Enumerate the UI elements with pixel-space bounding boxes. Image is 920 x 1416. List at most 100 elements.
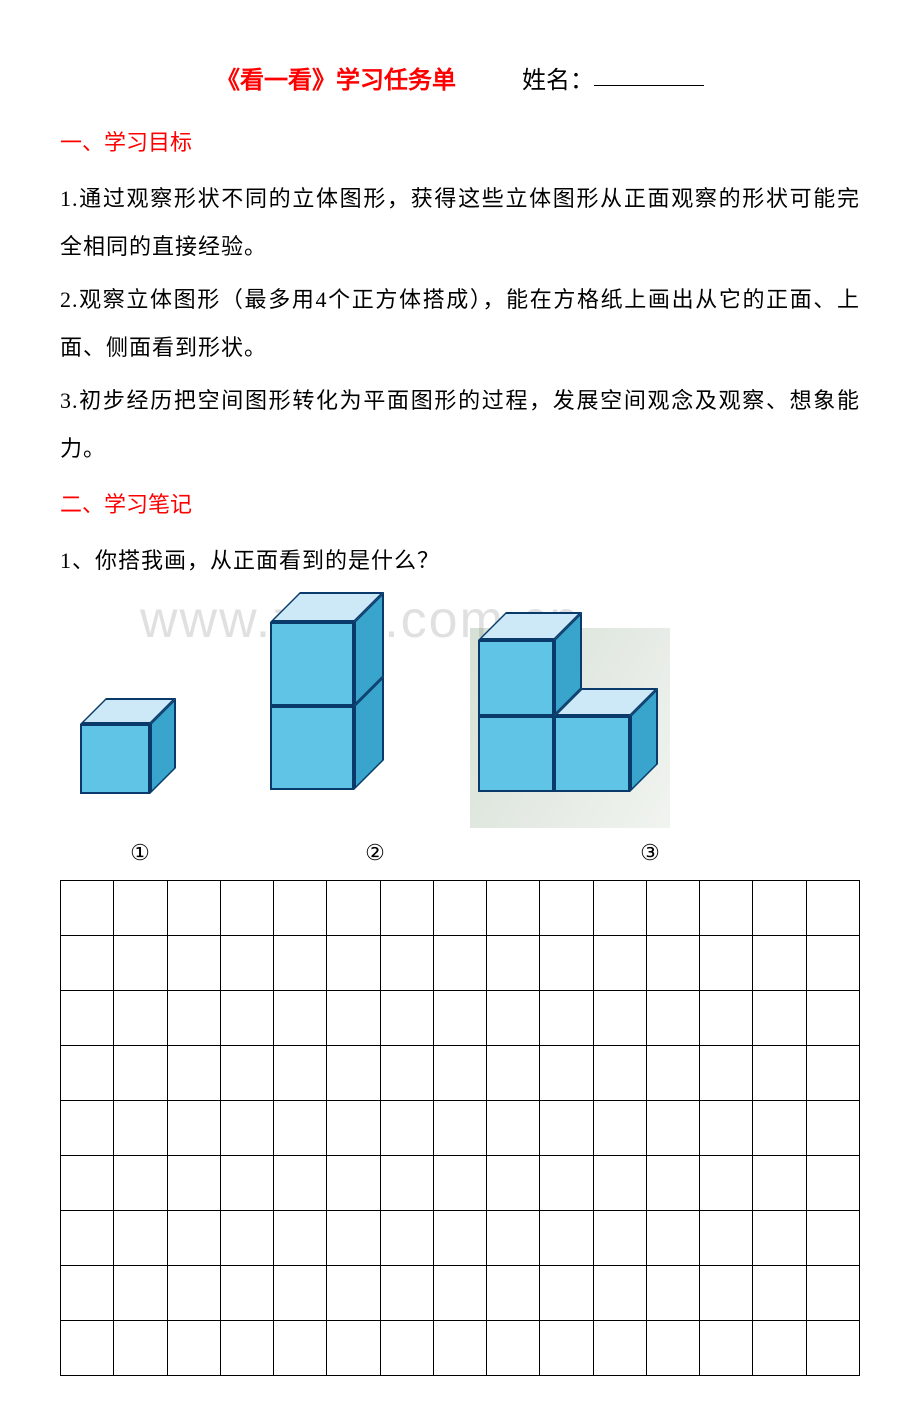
grid-cell[interactable]	[167, 1210, 220, 1265]
grid-cell[interactable]	[327, 1210, 380, 1265]
grid-cell[interactable]	[700, 1100, 753, 1155]
grid-cell[interactable]	[700, 1320, 753, 1375]
grid-cell[interactable]	[806, 1155, 859, 1210]
grid-cell[interactable]	[646, 1210, 699, 1265]
grid-cell[interactable]	[646, 1100, 699, 1155]
grid-cell[interactable]	[167, 1100, 220, 1155]
grid-cell[interactable]	[700, 1045, 753, 1100]
grid-cell[interactable]	[114, 1320, 167, 1375]
grid-cell[interactable]	[114, 880, 167, 935]
grid-cell[interactable]	[433, 1320, 486, 1375]
grid-cell[interactable]	[700, 935, 753, 990]
grid-cell[interactable]	[753, 1320, 806, 1375]
grid-cell[interactable]	[327, 990, 380, 1045]
grid-cell[interactable]	[167, 880, 220, 935]
grid-cell[interactable]	[487, 1100, 540, 1155]
grid-cell[interactable]	[380, 1265, 433, 1320]
grid-cell[interactable]	[61, 1265, 114, 1320]
grid-cell[interactable]	[540, 1045, 593, 1100]
grid-cell[interactable]	[114, 935, 167, 990]
grid-cell[interactable]	[540, 990, 593, 1045]
grid-cell[interactable]	[593, 1320, 646, 1375]
grid-cell[interactable]	[753, 935, 806, 990]
grid-cell[interactable]	[593, 1155, 646, 1210]
grid-cell[interactable]	[380, 880, 433, 935]
grid-cell[interactable]	[167, 1155, 220, 1210]
grid-cell[interactable]	[220, 1155, 273, 1210]
grid-cell[interactable]	[540, 1155, 593, 1210]
grid-cell[interactable]	[61, 1320, 114, 1375]
grid-cell[interactable]	[167, 1265, 220, 1320]
grid-cell[interactable]	[646, 990, 699, 1045]
grid-cell[interactable]	[700, 1155, 753, 1210]
grid-cell[interactable]	[540, 1210, 593, 1265]
grid-cell[interactable]	[114, 1210, 167, 1265]
grid-cell[interactable]	[646, 1155, 699, 1210]
grid-cell[interactable]	[806, 1265, 859, 1320]
grid-cell[interactable]	[167, 1045, 220, 1100]
grid-cell[interactable]	[593, 1265, 646, 1320]
grid-cell[interactable]	[753, 990, 806, 1045]
grid-cell[interactable]	[380, 1045, 433, 1100]
grid-cell[interactable]	[700, 990, 753, 1045]
answer-grid[interactable]	[60, 880, 860, 1376]
grid-cell[interactable]	[806, 1100, 859, 1155]
grid-cell[interactable]	[327, 935, 380, 990]
grid-cell[interactable]	[274, 1320, 327, 1375]
grid-cell[interactable]	[433, 1265, 486, 1320]
grid-cell[interactable]	[753, 1265, 806, 1320]
grid-cell[interactable]	[753, 1155, 806, 1210]
grid-cell[interactable]	[753, 880, 806, 935]
grid-cell[interactable]	[433, 935, 486, 990]
grid-cell[interactable]	[380, 1210, 433, 1265]
grid-cell[interactable]	[753, 1100, 806, 1155]
grid-cell[interactable]	[380, 1320, 433, 1375]
grid-cell[interactable]	[806, 1320, 859, 1375]
grid-cell[interactable]	[487, 1320, 540, 1375]
grid-cell[interactable]	[220, 1320, 273, 1375]
grid-cell[interactable]	[646, 1320, 699, 1375]
grid-cell[interactable]	[646, 1045, 699, 1100]
grid-cell[interactable]	[61, 935, 114, 990]
grid-cell[interactable]	[274, 990, 327, 1045]
grid-cell[interactable]	[753, 1045, 806, 1100]
grid-cell[interactable]	[327, 1265, 380, 1320]
grid-cell[interactable]	[114, 990, 167, 1045]
grid-cell[interactable]	[433, 990, 486, 1045]
grid-cell[interactable]	[220, 1045, 273, 1100]
grid-cell[interactable]	[167, 1320, 220, 1375]
grid-cell[interactable]	[487, 1210, 540, 1265]
grid-cell[interactable]	[593, 1045, 646, 1100]
name-input-line[interactable]	[594, 85, 704, 86]
grid-cell[interactable]	[646, 1265, 699, 1320]
grid-cell[interactable]	[274, 1210, 327, 1265]
grid-cell[interactable]	[593, 935, 646, 990]
grid-cell[interactable]	[114, 1100, 167, 1155]
grid-cell[interactable]	[220, 1100, 273, 1155]
grid-cell[interactable]	[61, 1100, 114, 1155]
grid-cell[interactable]	[167, 990, 220, 1045]
grid-cell[interactable]	[274, 880, 327, 935]
grid-cell[interactable]	[327, 880, 380, 935]
grid-cell[interactable]	[433, 1100, 486, 1155]
grid-cell[interactable]	[220, 935, 273, 990]
grid-cell[interactable]	[593, 1210, 646, 1265]
grid-cell[interactable]	[220, 880, 273, 935]
grid-cell[interactable]	[593, 990, 646, 1045]
grid-cell[interactable]	[220, 1265, 273, 1320]
grid-cell[interactable]	[806, 1045, 859, 1100]
grid-cell[interactable]	[487, 880, 540, 935]
grid-cell[interactable]	[646, 880, 699, 935]
grid-cell[interactable]	[700, 880, 753, 935]
grid-cell[interactable]	[593, 880, 646, 935]
grid-cell[interactable]	[487, 990, 540, 1045]
grid-cell[interactable]	[114, 1045, 167, 1100]
grid-cell[interactable]	[380, 1155, 433, 1210]
grid-cell[interactable]	[327, 1320, 380, 1375]
grid-cell[interactable]	[327, 1100, 380, 1155]
grid-cell[interactable]	[487, 935, 540, 990]
grid-cell[interactable]	[487, 1155, 540, 1210]
grid-cell[interactable]	[753, 1210, 806, 1265]
grid-cell[interactable]	[61, 1155, 114, 1210]
grid-cell[interactable]	[380, 990, 433, 1045]
